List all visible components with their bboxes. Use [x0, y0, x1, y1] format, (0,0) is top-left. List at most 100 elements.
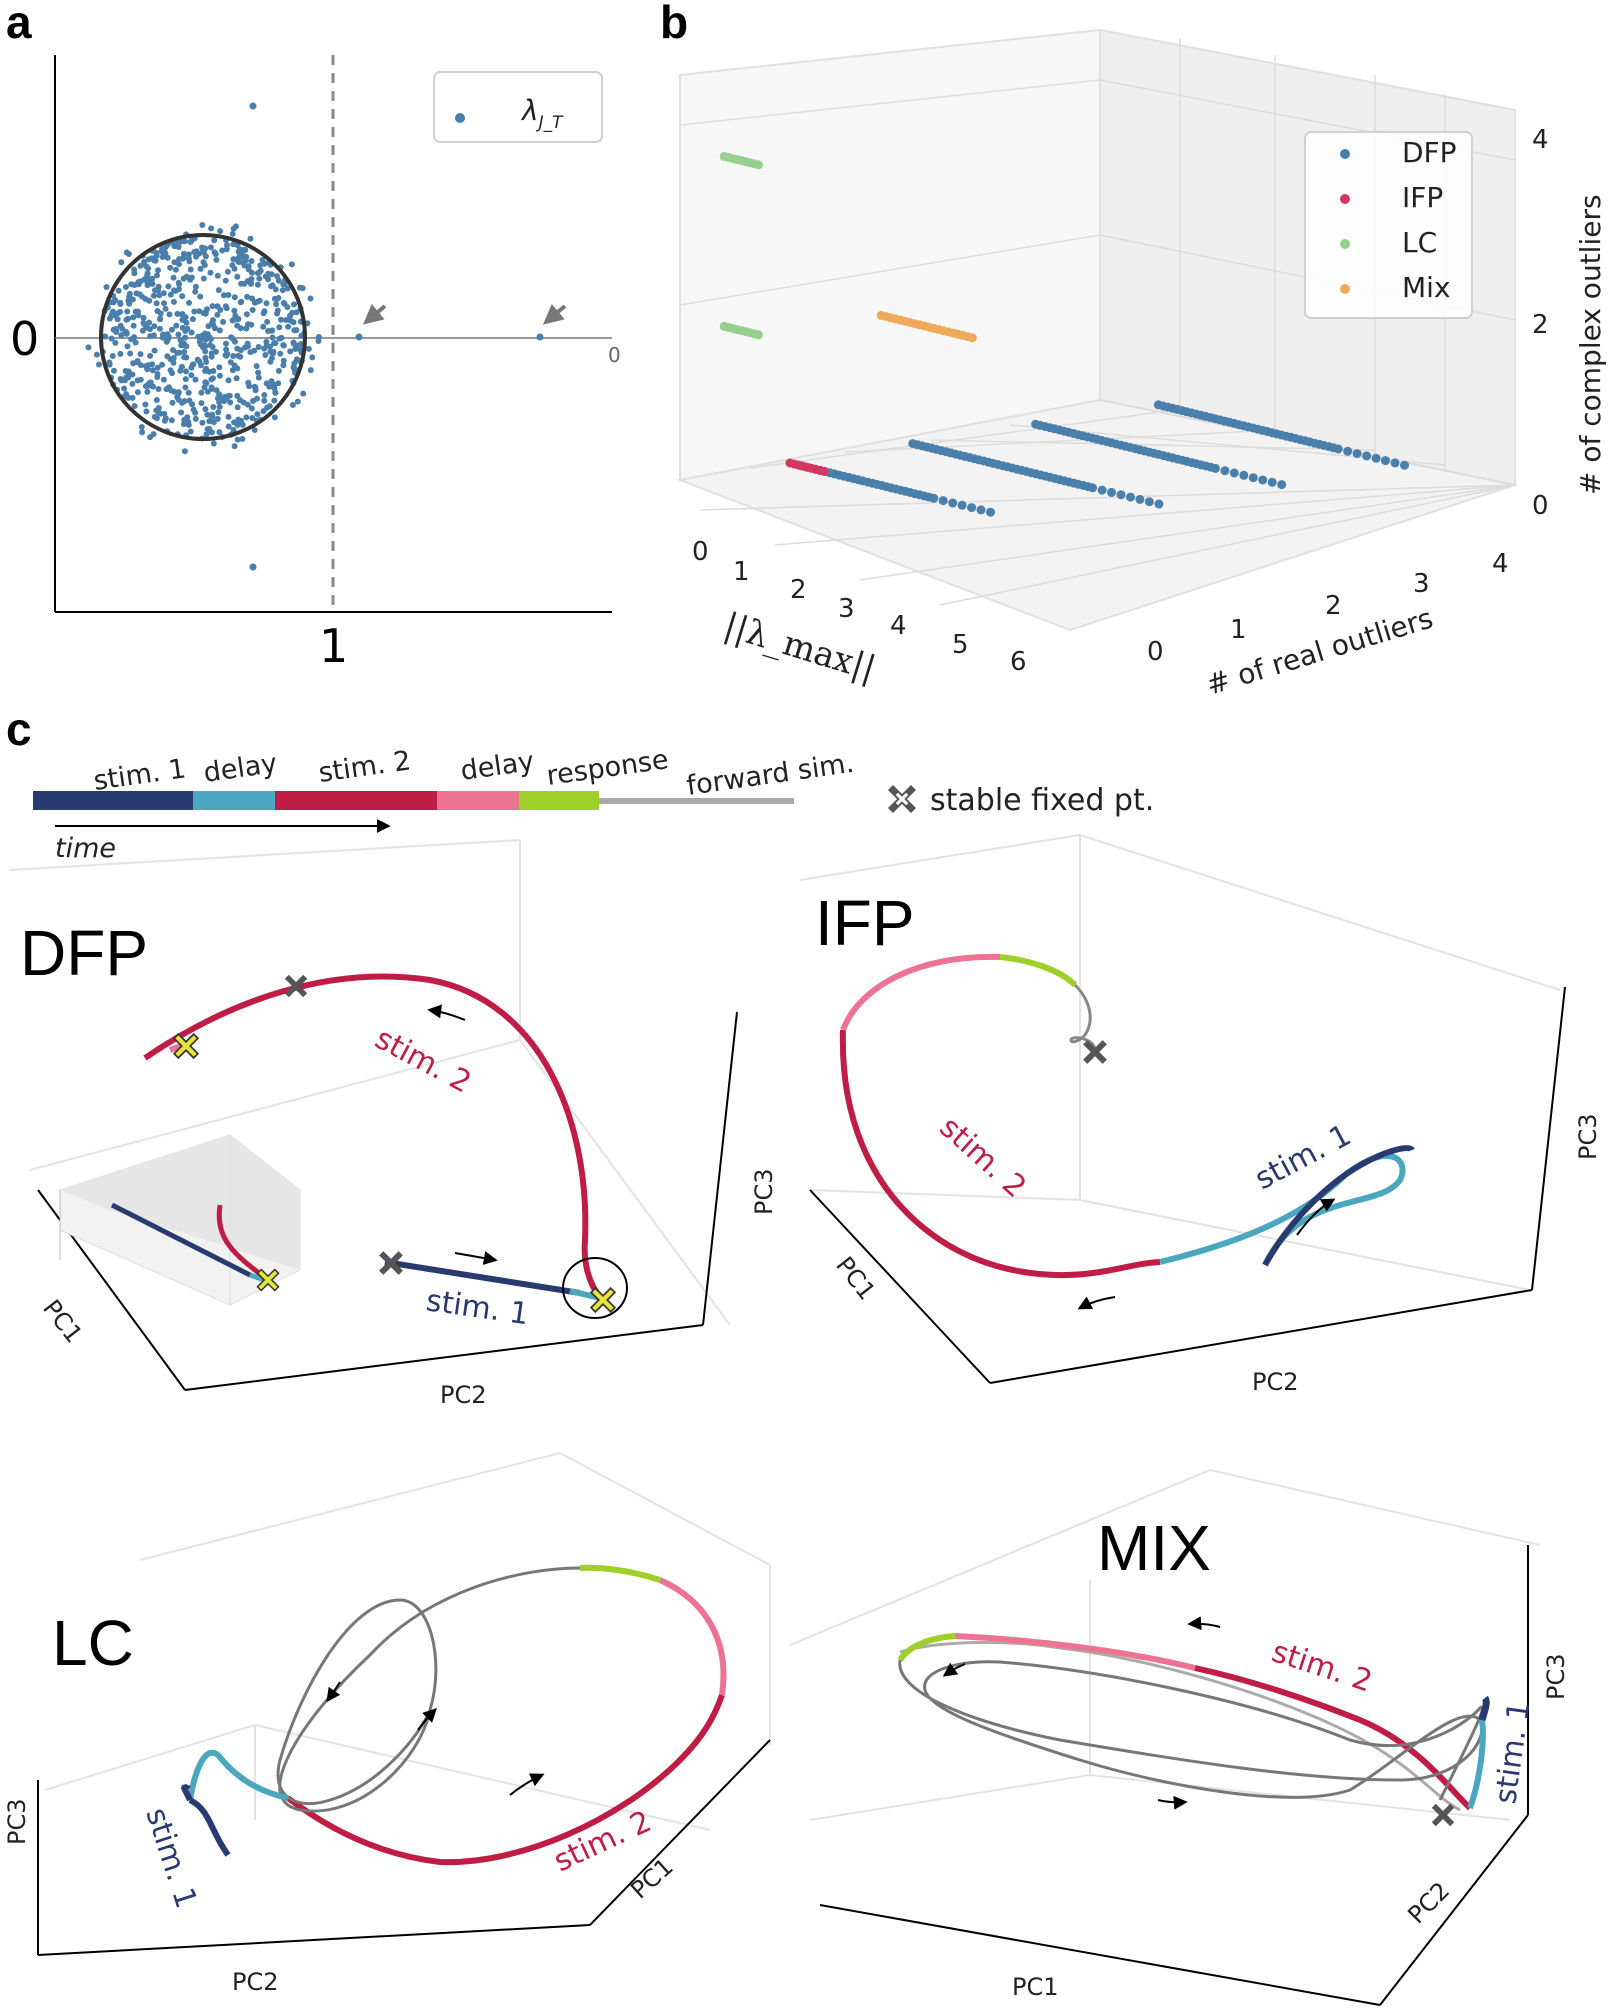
eigenvalue-point	[240, 259, 247, 266]
eigenvalue-point	[214, 311, 221, 318]
eigenvalue-point	[145, 256, 152, 263]
lc-pc3-label: PC3	[3, 1799, 31, 1846]
eigenvalue-point	[244, 278, 251, 284]
eigenvalue-point	[108, 335, 115, 342]
mix-response-trajectory	[897, 1633, 956, 1662]
eigenvalue-point	[248, 258, 255, 264]
phase-label-stim1: stim. 1	[92, 753, 188, 797]
outlier-point	[249, 102, 257, 110]
mix-direction-arrow	[1157, 1795, 1188, 1810]
eigenvalue-point	[214, 415, 221, 422]
legend-label-lc: LC	[1402, 226, 1437, 259]
eigenvalue-point	[290, 364, 297, 371]
eigenvalue-point	[149, 361, 156, 368]
subplot-mix: MIX stim. 2 stim. 1 PC1 PC2 PC3	[789, 1469, 1570, 2006]
eigenvalue-point	[227, 399, 234, 406]
eigenvalue-point	[177, 238, 184, 245]
lc-direction-arrow	[417, 1708, 437, 1731]
eigenvalue-point	[229, 367, 236, 374]
eigenvalue-point	[209, 303, 216, 310]
ifp-stim2-trajectory	[839, 1029, 1161, 1278]
eigenvalue-point	[238, 417, 245, 424]
scatter-point-dfp	[1400, 460, 1409, 470]
eigenvalue-point	[125, 374, 132, 381]
b-y-tick-2: 2	[1325, 591, 1342, 621]
eigenvalue-point	[202, 348, 209, 355]
eigenvalue-point	[131, 334, 138, 341]
eigenvalue-point	[294, 398, 301, 405]
ifp-pc2-label: PC2	[1252, 1368, 1299, 1396]
eigenvalue-point	[210, 404, 217, 410]
eigenvalue-point	[180, 250, 187, 257]
dfp-stim1-label: stim. 1	[424, 1283, 531, 1332]
eigenvalue-point	[189, 316, 196, 323]
mix-direction-arrow	[1187, 1616, 1221, 1631]
eigenvalue-point	[280, 362, 287, 369]
eigenvalue-point	[182, 334, 189, 341]
eigenvalue-point	[165, 283, 172, 290]
eigenvalue-point	[188, 274, 195, 281]
eigenvalue-point	[145, 265, 152, 272]
eigenvalue-point	[207, 244, 214, 251]
phase-bar	[33, 791, 794, 810]
eigenvalue-point	[190, 406, 197, 413]
phase-segment-5	[599, 798, 794, 804]
eigenvalue-point	[134, 358, 141, 364]
b-y-tick-4: 4	[1492, 549, 1509, 579]
eigenvalue-point	[289, 402, 296, 408]
lc-pc1-label: PC1	[625, 1853, 678, 1905]
mix-stim1-label: stim. 1	[1488, 1699, 1537, 1806]
b-z-axis-title: # of complex outliers	[1574, 194, 1607, 495]
eigenvalue-point	[187, 266, 194, 273]
eigenvalue-point	[151, 347, 158, 354]
eigenvalue-point	[254, 395, 260, 402]
eigenvalue-point	[288, 261, 295, 268]
eigenvalue-point	[182, 384, 189, 391]
eigenvalue-point	[206, 418, 213, 425]
eigenvalue-point	[156, 325, 163, 332]
eigenvalue-point	[226, 392, 233, 399]
scatter-point-dfp	[1390, 458, 1400, 468]
eigenvalue-point	[136, 291, 143, 298]
eigenvalue-point	[244, 293, 251, 300]
eigenvalue-point	[276, 324, 283, 331]
scatter-point-dfp	[1239, 470, 1249, 480]
ifp-pc1-label: PC1	[830, 1251, 881, 1305]
eigenvalue-point	[279, 287, 286, 294]
panel-a-legend	[433, 71, 603, 143]
eigenvalue-point	[195, 250, 202, 257]
eigenvalue-point	[238, 254, 245, 260]
stable-fixed-point-label: stable fixed pt.	[930, 783, 1154, 818]
eigenvalue-point	[143, 324, 150, 331]
eigenvalue-point	[191, 249, 198, 255]
eigenvalue-point	[210, 419, 217, 426]
eigenvalue-point	[231, 443, 238, 450]
panel-letter-a: a	[6, 0, 32, 48]
eigenvalue-point	[170, 355, 177, 361]
b-y-tick-0: 0	[1147, 637, 1164, 667]
eigenvalue-point	[268, 283, 274, 290]
dfp-stim2-label: stim. 2	[369, 1021, 476, 1100]
b-x-tick-2: 2	[790, 575, 807, 605]
mix-pc1-label: PC1	[1012, 1973, 1059, 2001]
eigenvalue-point	[209, 411, 216, 418]
eigenvalue-point	[145, 380, 152, 387]
eigenvalue-point	[147, 352, 154, 359]
dfp-direction-arrow	[454, 1251, 498, 1265]
eigenvalue-point	[109, 353, 116, 359]
eigenvalue-point	[208, 376, 215, 383]
eigenvalue-point	[260, 310, 267, 317]
eigenvalue-point	[159, 361, 166, 368]
eigenvalue-point	[170, 347, 176, 353]
eigenvalue-point	[192, 376, 199, 383]
eigenvalue-point	[284, 285, 291, 292]
outlier-point	[355, 333, 363, 341]
legend-lambda-symbol: λJ_T	[520, 94, 564, 133]
eigenvalue-point	[93, 351, 100, 358]
eigenvalue-point	[129, 394, 136, 401]
eigenvalue-point	[271, 340, 278, 347]
eigenvalue-point	[157, 410, 164, 417]
dfp-pc3-label: PC3	[750, 1169, 778, 1216]
eigenvalue-point	[297, 346, 304, 353]
eigenvalue-point	[200, 310, 207, 316]
